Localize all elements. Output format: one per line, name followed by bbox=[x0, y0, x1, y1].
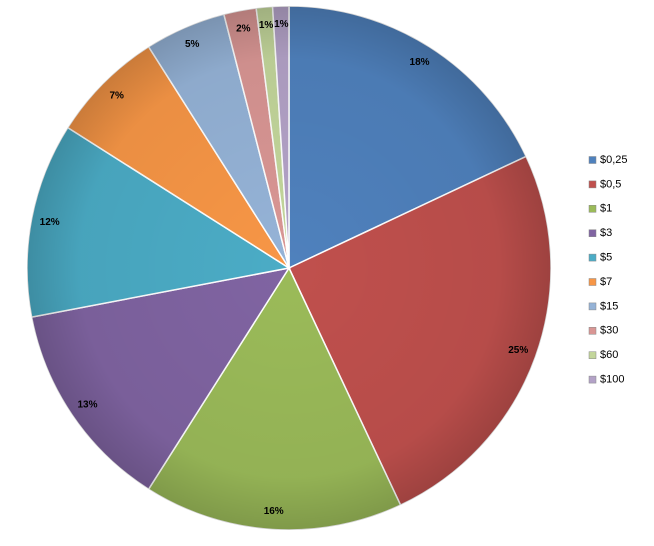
data-label: 25% bbox=[508, 345, 528, 356]
data-label: 2% bbox=[236, 23, 251, 34]
legend-swatch bbox=[588, 351, 597, 359]
legend-swatch bbox=[588, 180, 597, 189]
legend-label: $0,25 bbox=[600, 154, 628, 166]
data-label: 16% bbox=[264, 506, 284, 517]
legend: $0,25 $0,5 $1 $3 $5 $7 $15 $30 $60 $100 bbox=[588, 154, 628, 386]
data-label: 18% bbox=[410, 57, 430, 68]
legend-swatch bbox=[588, 278, 597, 286]
legend-swatch bbox=[588, 375, 597, 384]
legend-swatch bbox=[588, 156, 597, 164]
data-label: 5% bbox=[185, 39, 200, 50]
data-label: 13% bbox=[77, 400, 97, 411]
legend-label: $60 bbox=[600, 349, 618, 361]
legend-label: $15 bbox=[600, 300, 618, 312]
legend-label: $30 bbox=[600, 325, 618, 337]
legend-label: $100 bbox=[600, 374, 624, 386]
data-labels: 18% 25% 16% 13% 12% 7% 5% 2% 1% 1% bbox=[40, 19, 529, 517]
data-label: 1% bbox=[274, 19, 289, 30]
legend-label: $3 bbox=[600, 227, 612, 239]
legend-label: $7 bbox=[600, 276, 612, 288]
legend-swatch bbox=[588, 205, 597, 213]
legend-swatch bbox=[588, 327, 597, 335]
legend-swatch bbox=[588, 229, 597, 237]
legend-label: $0,5 bbox=[600, 178, 621, 190]
data-label: 7% bbox=[109, 90, 124, 101]
data-label: 12% bbox=[40, 217, 60, 228]
legend-label: $5 bbox=[600, 252, 612, 264]
pie bbox=[26, 5, 552, 531]
legend-swatch bbox=[588, 302, 597, 311]
legend-label: $1 bbox=[600, 203, 612, 215]
data-label: 1% bbox=[259, 20, 274, 31]
legend-swatch bbox=[588, 253, 597, 262]
